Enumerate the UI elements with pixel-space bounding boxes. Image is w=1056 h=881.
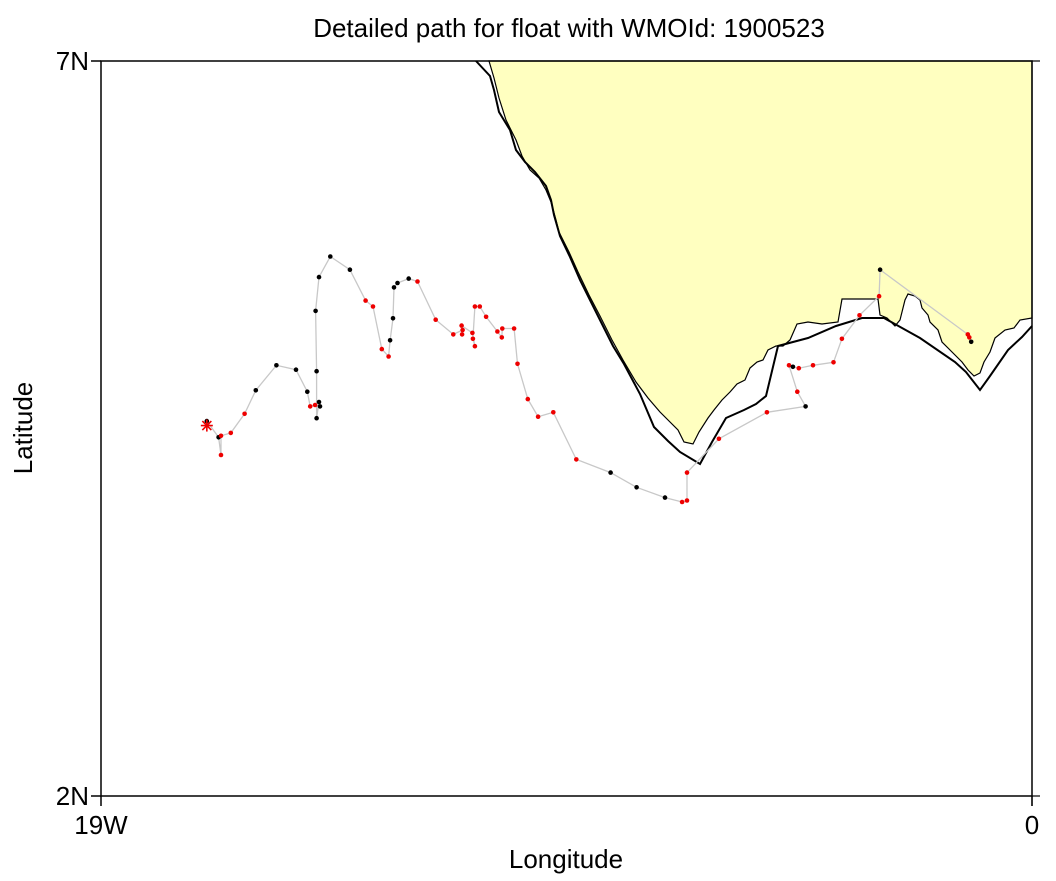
- profile-point: [387, 338, 393, 343]
- profile-point: [470, 330, 475, 336]
- x-tick-label: 0: [1025, 810, 1039, 840]
- chart-title: Detailed path for float with WMOId: 1900…: [313, 13, 825, 43]
- profile-point: [379, 346, 385, 352]
- profile-point: [328, 254, 333, 259]
- profile-point: [499, 335, 505, 340]
- profile-point: [391, 285, 397, 290]
- profile-point: [551, 410, 556, 415]
- profile-point: [293, 367, 299, 373]
- profile-point: [876, 293, 882, 299]
- profile-point: [316, 399, 322, 405]
- profile-point: [790, 364, 796, 370]
- profile-point: [307, 404, 313, 409]
- profile-point: [764, 410, 770, 415]
- profile-point: [574, 457, 579, 462]
- coastline-outer: [475, 60, 1033, 466]
- profile-point: [472, 304, 478, 309]
- deployment-layer: [200, 419, 213, 432]
- profile-point: [242, 411, 247, 417]
- profile-point: [515, 361, 520, 367]
- axis-ticks: 19W 0 2N 7N: [56, 46, 1040, 840]
- profile-point: [218, 452, 224, 458]
- profile-point: [218, 433, 224, 439]
- profile-point: [511, 326, 517, 331]
- profile-point: [662, 495, 668, 500]
- profile-point: [483, 314, 489, 320]
- points-layer: [204, 254, 974, 505]
- profile-point: [433, 317, 439, 323]
- profile-point: [716, 436, 722, 442]
- profile-point: [395, 280, 400, 286]
- profile-point: [472, 343, 478, 349]
- plot-area: [100, 60, 1033, 797]
- profile-point: [415, 279, 420, 284]
- profile-point: [839, 336, 845, 342]
- profile-point: [459, 323, 464, 328]
- x-axis-label: Longitude: [509, 844, 623, 874]
- profile-point: [684, 470, 690, 475]
- profile-point: [608, 470, 613, 475]
- profile-point: [313, 308, 318, 314]
- profile-point: [370, 304, 376, 309]
- profile-point: [877, 267, 883, 273]
- y-tick-label: 2N: [56, 781, 89, 811]
- profile-point: [314, 368, 319, 374]
- profile-point: [317, 404, 323, 409]
- y-axis-label: Latitude: [8, 382, 38, 475]
- profile-point: [305, 389, 310, 395]
- profile-point: [228, 430, 234, 436]
- profile-point: [857, 313, 862, 318]
- profile-point: [684, 498, 690, 503]
- profile-point: [253, 388, 259, 393]
- profile-point: [831, 360, 836, 365]
- profile-point: [312, 402, 318, 408]
- profile-point: [810, 363, 816, 368]
- profile-point: [314, 415, 319, 421]
- profile-point: [679, 499, 685, 505]
- profile-point: [795, 389, 800, 395]
- profile-point: [347, 267, 353, 273]
- land-mass: [488, 60, 1033, 445]
- profile-point: [786, 363, 792, 368]
- x-tick-label: 19W: [74, 810, 128, 840]
- profile-point: [477, 304, 483, 309]
- profile-point: [459, 332, 465, 337]
- profile-point: [274, 363, 279, 368]
- profile-point: [363, 298, 368, 303]
- profile-point: [460, 327, 465, 333]
- plot-frame: [100, 60, 1033, 797]
- profile-point: [525, 396, 531, 402]
- profile-point: [470, 336, 476, 342]
- y-tick-label: 7N: [56, 46, 89, 76]
- profile-point: [451, 332, 456, 337]
- profile-point: [796, 365, 802, 371]
- profile-point: [386, 354, 391, 359]
- profile-point: [634, 485, 639, 490]
- profile-point: [495, 329, 500, 334]
- profile-point: [500, 326, 505, 331]
- profile-point: [390, 316, 396, 321]
- profile-point: [803, 404, 808, 409]
- deployment-marker: [200, 419, 213, 432]
- profile-point: [967, 335, 972, 340]
- profile-point: [968, 339, 974, 345]
- profile-point: [535, 414, 541, 420]
- profile-point: [406, 276, 412, 281]
- profile-point: [316, 274, 322, 280]
